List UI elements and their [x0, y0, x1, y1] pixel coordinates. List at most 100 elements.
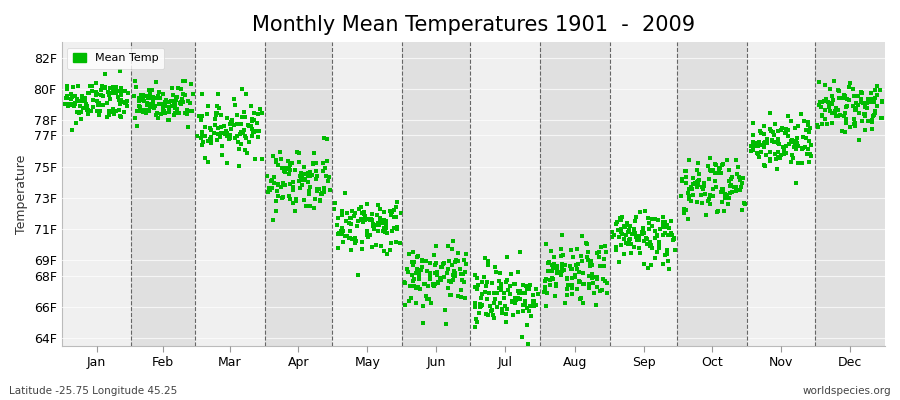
Point [593, 288, 608, 295]
Point [166, 92, 180, 98]
Point [321, 174, 336, 180]
Point [709, 170, 724, 176]
Point [828, 110, 842, 116]
Point [516, 302, 530, 308]
Point [541, 268, 555, 274]
Point [866, 113, 880, 119]
Point [298, 171, 312, 178]
Point [448, 270, 463, 276]
Point [106, 106, 121, 113]
Point [181, 98, 195, 104]
Point [454, 270, 469, 277]
Point [267, 174, 282, 181]
Point [183, 100, 197, 106]
Point [78, 94, 93, 101]
Point [265, 184, 279, 191]
Point [72, 98, 86, 105]
Point [723, 182, 737, 189]
Point [861, 118, 876, 124]
Point [487, 290, 501, 296]
Point [455, 270, 470, 277]
Point [585, 262, 599, 268]
Point [154, 111, 168, 117]
Point [105, 90, 120, 96]
Point [487, 264, 501, 270]
Point [717, 191, 732, 197]
Point [854, 99, 868, 105]
Bar [470, 42, 540, 346]
Point [587, 290, 601, 296]
Point [608, 232, 622, 239]
Point [230, 132, 244, 139]
Point [834, 128, 849, 134]
Point [854, 96, 868, 102]
Point [859, 104, 873, 110]
Point [491, 290, 505, 296]
Point [89, 92, 104, 99]
Point [622, 237, 636, 244]
Point [67, 102, 81, 108]
Point [344, 247, 358, 254]
Point [174, 99, 188, 105]
Point [365, 221, 380, 228]
Point [617, 250, 632, 257]
Point [180, 110, 194, 117]
Point [632, 237, 646, 244]
Point [228, 102, 242, 108]
Point [593, 262, 608, 269]
Point [427, 283, 441, 290]
Point [312, 185, 327, 192]
Point [850, 102, 865, 108]
Point [593, 244, 608, 250]
Point [266, 152, 280, 159]
Point [68, 93, 83, 100]
Point [271, 161, 285, 168]
Point [354, 204, 368, 210]
Point [479, 311, 493, 318]
Point [590, 274, 604, 280]
Point [454, 276, 469, 283]
Point [561, 281, 575, 288]
Point [331, 231, 346, 237]
Point [227, 122, 241, 128]
Point [158, 98, 172, 105]
Point [572, 269, 586, 275]
Point [711, 208, 725, 214]
Point [103, 96, 117, 102]
Point [169, 97, 184, 103]
Point [870, 83, 885, 89]
Point [627, 226, 642, 232]
Point [371, 220, 385, 226]
Point [238, 133, 253, 139]
Point [837, 113, 851, 119]
Point [590, 275, 604, 282]
Point [482, 312, 496, 318]
Point [451, 258, 465, 265]
Point [618, 232, 633, 238]
Point [598, 278, 613, 284]
Point [150, 110, 165, 116]
Point [109, 90, 123, 96]
Point [757, 162, 771, 168]
Point [656, 222, 670, 229]
Point [690, 178, 705, 185]
Point [429, 243, 444, 250]
Point [778, 151, 792, 157]
Point [518, 302, 532, 308]
Point [767, 132, 781, 139]
Point [73, 103, 87, 109]
Point [703, 201, 717, 207]
Point [152, 88, 166, 95]
Point [458, 250, 473, 257]
Point [614, 226, 628, 232]
Point [246, 126, 260, 132]
Point [605, 234, 619, 241]
Point [757, 123, 771, 130]
Point [757, 140, 771, 146]
Point [229, 135, 243, 142]
Point [765, 137, 779, 143]
Point [64, 101, 78, 108]
Point [538, 286, 553, 292]
Point [215, 151, 230, 158]
Point [168, 102, 183, 109]
